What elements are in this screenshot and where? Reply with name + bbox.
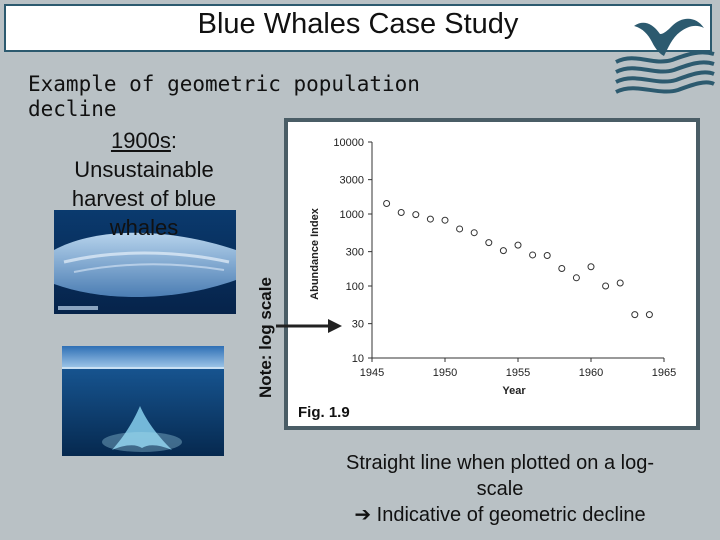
x-tick-label: 1955 <box>506 367 530 379</box>
data-point <box>602 282 610 290</box>
y-tick-label: 100 <box>346 281 364 293</box>
caption-line-3-text: Indicative of geometric decline <box>376 504 646 526</box>
sub-line-3: harvest of blue <box>71 186 217 211</box>
title-bar <box>4 4 712 52</box>
y-tick-label: 300 <box>346 247 364 259</box>
figure-label: Fig. 1.9 <box>298 404 350 421</box>
data-point <box>543 252 551 260</box>
data-point <box>616 279 624 287</box>
x-tick-label: 1945 <box>360 367 384 379</box>
intro-line-2: decline <box>28 97 117 121</box>
data-point <box>383 199 391 207</box>
data-point <box>426 215 434 223</box>
x-tick-label: 1965 <box>652 367 676 379</box>
caption-line-2: scale <box>476 478 524 500</box>
caption-line-1: Straight line when plotted on a log- <box>346 452 654 474</box>
data-point <box>645 311 653 319</box>
caption: Straight line when plotted on a log- sca… <box>300 450 700 528</box>
data-point <box>470 229 478 237</box>
intro-line-1: Example of geometric population <box>28 72 420 96</box>
data-point <box>485 239 493 247</box>
chart-frame: 10 30 100 300 1000 3000 10000 1945 1950 1955 1960… <box>284 118 700 430</box>
data-point <box>397 208 405 216</box>
x-axis-label: Year <box>502 385 526 397</box>
y-tick-label: 30 <box>352 319 364 331</box>
sub-year: 1900s <box>110 128 171 153</box>
arrow-right-icon: ➔ <box>354 504 372 526</box>
caption-line-3: ➔ Indicative of geometric decline <box>300 502 700 528</box>
x-ticks: 1945 1950 1955 1960 1965 <box>360 358 676 379</box>
sub-colon: : <box>170 128 178 153</box>
y-tick-label: 10 <box>352 353 364 365</box>
data-point <box>412 211 420 219</box>
sub-year-line: 1900s: <box>40 126 248 155</box>
intro-text: Example of geometric population decline <box>28 72 428 122</box>
y-tick-label: 1000 <box>340 209 364 221</box>
data-point <box>587 263 595 271</box>
slide-title: Blue Whales Case Study <box>197 8 519 40</box>
subheading: 1900s: Unsustainable harvest of blue wha… <box>40 126 248 242</box>
data-point <box>572 274 580 282</box>
data-points <box>383 199 653 319</box>
data-point <box>514 241 522 249</box>
note-log-scale: Note: log scale <box>256 277 275 398</box>
sub-line-4: whales <box>109 215 179 240</box>
data-point <box>456 225 464 233</box>
y-axis-label: Abundance Index <box>309 207 321 300</box>
x-tick-label: 1950 <box>433 367 457 379</box>
y-tick-label: 10000 <box>333 137 364 149</box>
data-point <box>631 311 639 319</box>
data-point <box>529 251 537 259</box>
y-tick-label: 3000 <box>340 175 364 187</box>
data-point <box>558 265 566 273</box>
data-point <box>499 247 507 255</box>
whale-tail-waves-icon <box>615 18 715 94</box>
abundance-chart: 10 30 100 300 1000 3000 10000 1945 1950 1955 1960… <box>309 137 676 397</box>
whale-tail-photo <box>62 346 224 456</box>
data-point <box>441 216 449 224</box>
x-tick-label: 1960 <box>579 367 603 379</box>
sub-line-2: Unsustainable <box>74 157 214 182</box>
blue-whale-photo <box>54 210 236 314</box>
y-ticks: 10 30 100 300 1000 3000 10000 <box>333 137 372 365</box>
